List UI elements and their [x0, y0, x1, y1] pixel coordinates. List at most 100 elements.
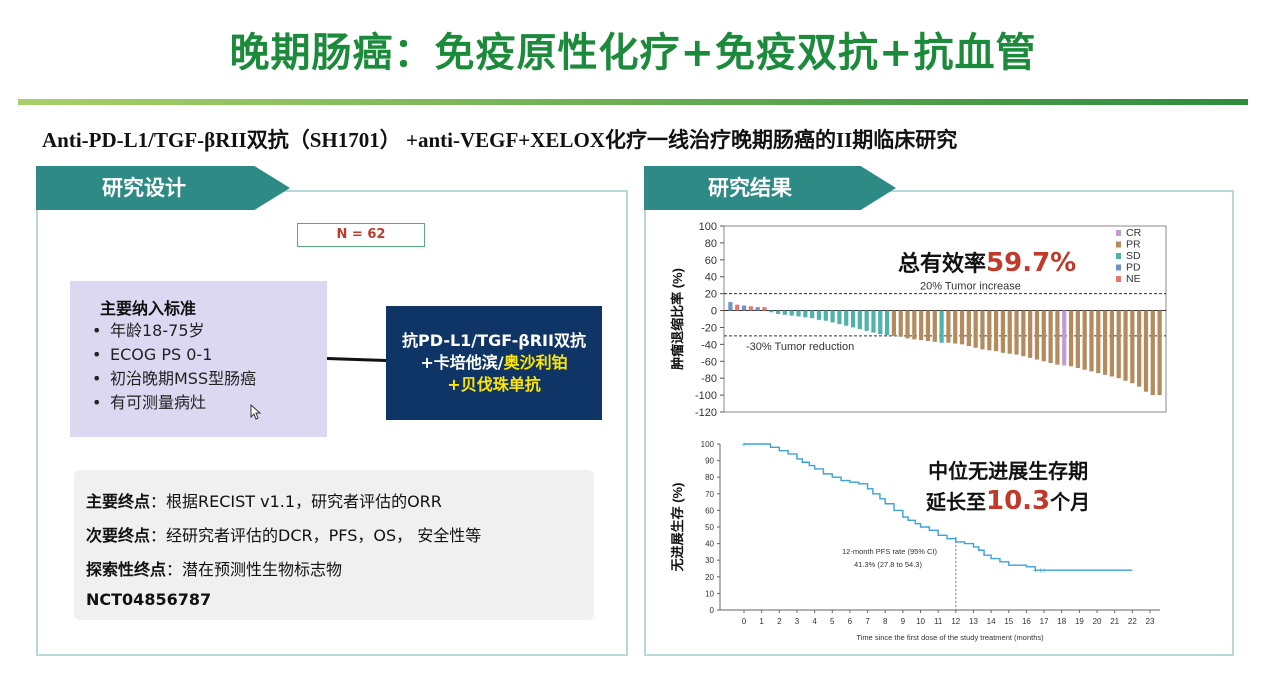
waterfall-bar	[1123, 310, 1128, 381]
waterfall-bar	[959, 310, 965, 345]
inclusion-item: 初治晚期MSS型肠癌	[92, 367, 256, 391]
km-x-tick-label: 16	[1022, 617, 1031, 626]
waterfall-bar	[789, 310, 794, 316]
km-x-tick-label: 9	[901, 617, 906, 626]
waterfall-bar	[857, 310, 862, 330]
waterfall-bar	[912, 310, 917, 340]
endpoint-primary: 主要终点：根据RECIST v1.1，研究者评估的ORR	[86, 492, 442, 511]
y-tick-label: 40	[705, 272, 717, 284]
waterfall-bar	[1150, 310, 1155, 396]
legend-swatch	[1116, 241, 1121, 248]
km-annotation: 12-month PFS rate (95% CI)	[842, 547, 938, 556]
waterfall-bar	[755, 307, 760, 311]
km-x-tick-label: 7	[865, 617, 870, 626]
waterfall-bar	[925, 310, 931, 341]
waterfall-bar	[905, 310, 910, 339]
km-x-tick-label: 11	[934, 617, 943, 626]
waterfall-bar	[966, 310, 971, 347]
page-title: 晚期肠癌：免疫原性化疗+免疫双抗+抗血管	[229, 30, 1037, 76]
waterfall-bar	[1041, 310, 1046, 362]
y-tick-label: -40	[701, 339, 717, 351]
km-y-tick-label: 100	[701, 440, 715, 449]
km-y-tick-label: 0	[710, 606, 715, 615]
km-x-tick-label: 3	[795, 617, 800, 626]
inclusion-item: 有可测量病灶	[92, 391, 256, 415]
km-y-tick-label: 50	[705, 523, 714, 532]
km-x-tick-label: 12	[951, 617, 960, 626]
waterfall-bar	[946, 310, 951, 343]
km-x-tick-label: 15	[1004, 617, 1013, 626]
trial-id: NCT04856787	[86, 590, 212, 609]
waterfall-bar	[1000, 310, 1006, 353]
waterfall-bar	[830, 310, 835, 323]
km-x-tick-label: 14	[987, 617, 996, 626]
waterfall-bar	[735, 304, 740, 311]
waterfall-bar	[1109, 310, 1115, 377]
y-tick-label: 60	[705, 255, 717, 267]
orr-callout: 总有效率59.7%	[898, 246, 1076, 278]
design-tab: 研究设计	[36, 166, 290, 210]
km-x-tick-label: 5	[830, 617, 835, 626]
waterfall-bar	[1137, 310, 1142, 387]
km-x-tick-label: 22	[1128, 617, 1137, 626]
waterfall-bar	[1055, 310, 1060, 365]
waterfall-bar	[837, 310, 842, 325]
y-tick-label: -100	[695, 390, 717, 402]
km-annotation: 41.3% (27.8 to 54.3)	[854, 560, 922, 569]
pfs-line-2: 延长至10.3个月	[926, 486, 1091, 516]
km-censor-mark: +	[1042, 566, 1047, 575]
km-y-tick-label: 40	[705, 540, 714, 549]
km-censor-mark: +	[1033, 566, 1038, 575]
waterfall-bar	[1116, 310, 1121, 379]
legend-swatch	[1116, 264, 1121, 271]
regimen-line-1: 抗PD-L1/TGF-βRII双抗	[402, 331, 586, 350]
waterfall-bar	[748, 306, 753, 311]
pfs-callout: 中位无进展生存期 延长至10.3个月	[926, 456, 1090, 517]
y-tick-label: -20	[701, 322, 717, 334]
waterfall-bar	[762, 307, 767, 311]
waterfall-bar	[844, 310, 849, 326]
y-tick-label: 80	[705, 238, 717, 250]
waterfall-bar	[1096, 310, 1101, 374]
endpoints-box: 主要终点：根据RECIST v1.1，研究者评估的ORR 次要终点：经研究者评估…	[74, 470, 594, 620]
km-y-tick-label: 90	[705, 457, 714, 466]
km-x-tick-label: 8	[883, 617, 888, 626]
km-x-tick-label: 10	[916, 617, 925, 626]
regimen-capecitabine: +卡培他滨/	[420, 353, 504, 372]
waterfall-bar	[810, 310, 815, 319]
legend-swatch	[1116, 276, 1121, 282]
km-x-tick-label: 0	[742, 617, 747, 626]
waterfall-bar	[932, 310, 937, 342]
km-x-tick-label: 20	[1093, 617, 1102, 626]
y-tick-label: 100	[699, 221, 717, 233]
km-y-tick-label: 20	[705, 573, 714, 582]
waterfall-bar	[782, 310, 788, 315]
waterfall-bar	[775, 310, 781, 314]
legend-label: NE	[1126, 273, 1141, 285]
y-tick-label: -120	[695, 407, 717, 419]
waterfall-plot-frame	[723, 225, 1167, 413]
regimen-line-3: +贝伐珠单抗	[447, 375, 541, 394]
km-y-tick-label: 60	[705, 506, 714, 515]
inclusion-title: 主要纳入标准	[100, 299, 197, 318]
km-censor-mark: +	[742, 440, 747, 449]
km-survival-curve	[744, 443, 1133, 571]
legend-label: PD	[1126, 262, 1141, 274]
endpoint-exploratory: 探索性终点：潜在预测性生物标志物	[86, 560, 343, 579]
waterfall-bar	[816, 310, 822, 320]
km-censor-mark: +	[1038, 566, 1043, 575]
results-panel	[644, 190, 1234, 656]
inclusion-item: ECOG PS 0-1	[92, 343, 256, 367]
waterfall-bar	[1028, 310, 1033, 358]
waterfall-chart: 100 80 60 40 20 0 -20 -40 -60 -80 -100 -120 肿瘤退缩比率 (…	[670, 221, 1167, 419]
km-y-tick-label: 80	[705, 473, 714, 482]
mouse-cursor-icon	[250, 404, 262, 420]
waterfall-bar	[769, 310, 774, 313]
km-y-tick-label: 70	[705, 490, 714, 499]
inclusion-item: 年龄18-75岁	[92, 319, 256, 343]
regimen-line-2: +卡培他滨/奥沙利铂	[386, 352, 602, 374]
waterfall-bar	[1068, 310, 1074, 367]
orr-value: 59.7%	[986, 248, 1077, 278]
km-x-tick-label: 2	[777, 617, 782, 626]
results-tab: 研究结果	[644, 166, 896, 210]
